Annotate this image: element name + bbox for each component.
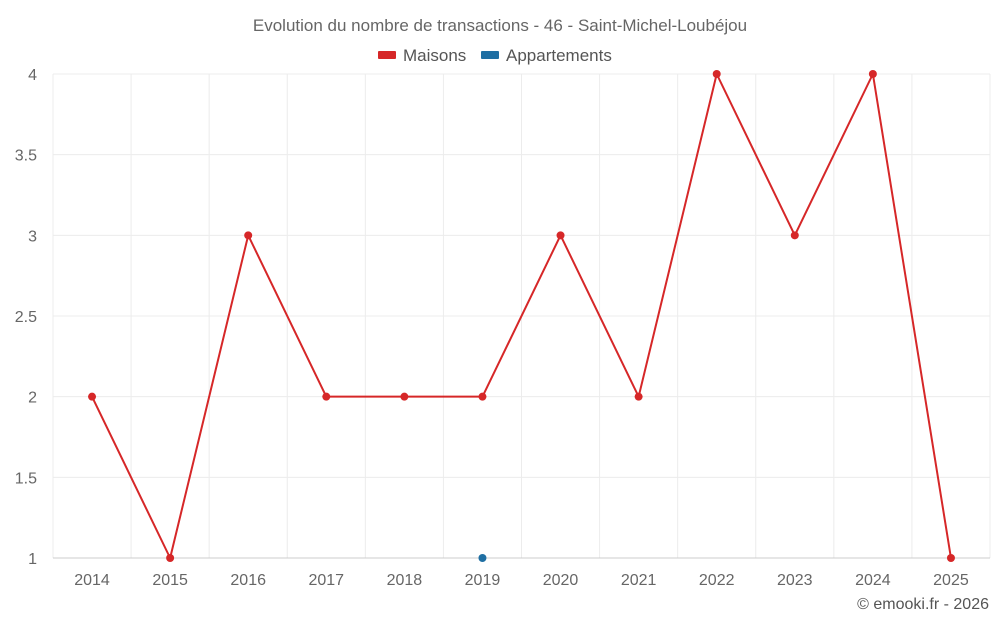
data-point[interactable]	[166, 554, 175, 562]
data-point[interactable]	[556, 231, 565, 240]
y-tick-label: 2.5	[15, 309, 37, 326]
x-tick-label: 2018	[387, 572, 423, 589]
y-tick-label: 2	[28, 390, 37, 407]
legend-label-appartements: Appartements	[506, 46, 612, 65]
chart-title: Evolution du nombre de transactions - 46…	[253, 16, 747, 35]
data-point[interactable]	[790, 231, 799, 240]
legend-item-appartements[interactable]: Appartements	[481, 46, 612, 65]
data-point[interactable]	[946, 554, 955, 562]
y-axis-ticks: 1 1.5 2 2.5 3 3.5 4	[15, 67, 37, 568]
data-point[interactable]	[400, 392, 409, 401]
data-point[interactable]	[244, 231, 253, 240]
series-maisons	[88, 70, 955, 562]
data-point[interactable]	[88, 392, 97, 401]
data-point[interactable]	[478, 392, 487, 401]
data-point[interactable]	[868, 70, 877, 78]
y-tick-label: 3	[28, 228, 37, 245]
x-tick-label: 2017	[308, 572, 344, 589]
legend-swatch-appartements	[481, 51, 499, 59]
x-tick-label: 2019	[465, 572, 501, 589]
credit-text: © emooki.fr - 2026	[857, 596, 989, 613]
y-tick-label: 3.5	[15, 148, 37, 165]
x-tick-label: 2021	[621, 572, 657, 589]
legend: Maisons Appartements	[378, 46, 612, 65]
data-point[interactable]	[712, 70, 721, 78]
legend-item-maisons[interactable]: Maisons	[378, 46, 466, 65]
x-tick-label: 2014	[74, 572, 110, 589]
x-axis-ticks: 2014 2015 2016 2017 2018 2019 2020 2021 2022 2023…	[74, 572, 969, 589]
data-point[interactable]	[322, 392, 331, 401]
legend-swatch-maisons	[378, 51, 396, 59]
x-tick-label: 2023	[777, 572, 813, 589]
x-tick-label: 2024	[855, 572, 891, 589]
series-appartements	[478, 554, 487, 562]
series-line-maisons	[91, 73, 952, 559]
x-tick-label: 2025	[933, 572, 969, 589]
x-tick-label: 2016	[230, 572, 266, 589]
x-tick-label: 2015	[152, 572, 188, 589]
x-tick-label: 2020	[543, 572, 579, 589]
y-tick-label: 1	[28, 551, 37, 568]
y-tick-label: 4	[28, 67, 37, 84]
y-tick-label: 1.5	[15, 470, 37, 487]
legend-label-maisons: Maisons	[403, 46, 466, 65]
series	[88, 70, 955, 562]
data-point[interactable]	[634, 392, 643, 401]
x-tick-label: 2022	[699, 572, 735, 589]
data-point[interactable]	[478, 554, 487, 562]
